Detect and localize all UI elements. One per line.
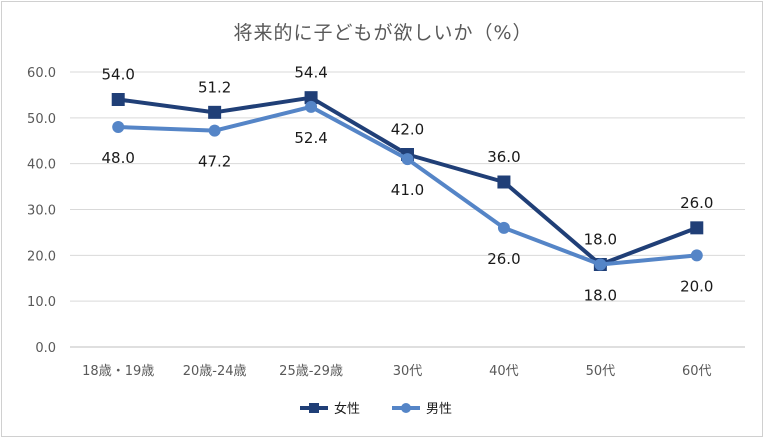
data-label: 47.2 [198,153,231,171]
data-point-marker [208,105,222,119]
data-point-marker [208,124,221,137]
chart-title: 将来的に子どもが欲しいか（%） [233,22,533,44]
axis-labels: 0.0 10.0 20.0 30.0 40.0 50.0 60.0 18歳・19歳 20歳-24… [27,66,712,379]
data-point-marker [112,121,125,133]
y-tick-label: 10.0 [27,295,56,310]
data-label: 26.0 [487,250,520,268]
data-point-marker [497,221,510,234]
data-point-marker [304,91,318,105]
x-tick-label: 25歳-29歳 [279,364,343,379]
y-tick-label: 20.0 [27,249,56,264]
legend: 女性 男性 [300,401,452,417]
data-label: 20.0 [680,277,713,295]
data-labels: 54.0 51.2 54.4 42.0 36.0 18.0 26.0 48.0 47.2 52.4… [102,64,714,305]
legend-label-2: 男性 [426,402,452,417]
data-label: 54.0 [102,66,135,84]
x-tick-label: 30代 [393,364,423,379]
legend-label-1: 女性 [334,401,360,417]
data-label: 48.0 [102,149,135,167]
data-label: 41.0 [391,181,424,199]
series-lines [111,91,704,271]
data-point-marker [497,175,511,189]
legend-marker-2 [401,403,411,413]
legend-marker-1 [309,403,319,413]
x-tick-label: 20歳-24歳 [183,364,247,379]
x-tick-label: 18歳・19歳 [82,364,154,379]
x-tick-label: 50代 [586,364,616,379]
data-label: 52.4 [294,129,327,147]
y-tick-label: 30.0 [27,204,56,219]
data-point-marker [594,258,607,271]
y-tick-label: 0.0 [35,341,56,356]
data-label: 42.0 [391,121,424,139]
data-point-marker [401,153,414,166]
gridlines [70,71,745,348]
data-label: 51.2 [198,78,231,96]
y-tick-label: 50.0 [27,112,56,127]
data-label: 36.0 [487,148,520,166]
data-label: 18.0 [584,231,617,249]
data-label: 26.0 [680,194,713,212]
x-tick-label: 60代 [682,364,712,379]
x-tick-label: 40代 [489,364,519,379]
y-tick-label: 60.0 [27,66,56,81]
data-point-marker [305,100,318,113]
data-label: 54.4 [294,64,327,82]
data-point-marker [690,249,703,262]
y-tick-label: 40.0 [27,158,56,173]
data-label: 18.0 [584,287,617,305]
data-point-marker [111,93,125,106]
data-point-marker [690,221,704,235]
